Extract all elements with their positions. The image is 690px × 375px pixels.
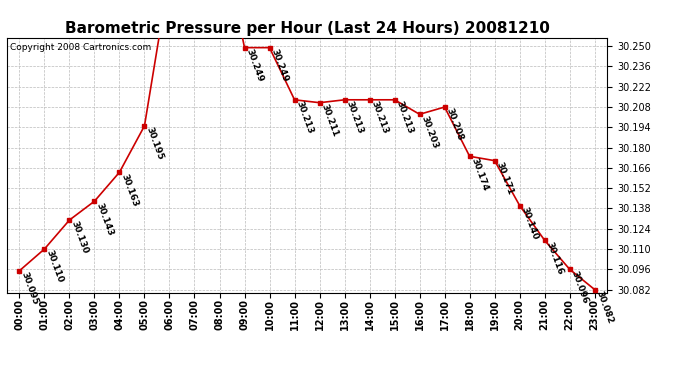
Text: 30.130: 30.130 (70, 220, 90, 255)
Text: 30.213: 30.213 (395, 100, 415, 135)
Text: 30.110: 30.110 (44, 249, 65, 284)
Text: 30.213: 30.213 (295, 100, 315, 135)
Text: 30.249: 30.249 (270, 48, 290, 83)
Text: 30.174: 30.174 (470, 156, 490, 192)
Text: 30.163: 30.163 (119, 172, 139, 208)
Text: 30.333: 30.333 (0, 374, 1, 375)
Text: 30.315: 30.315 (0, 374, 1, 375)
Text: 30.300: 30.300 (0, 374, 1, 375)
Text: 30.249: 30.249 (244, 48, 265, 83)
Text: 30.213: 30.213 (370, 100, 390, 135)
Text: 30.116: 30.116 (544, 240, 565, 276)
Text: 30.096: 30.096 (570, 269, 590, 305)
Text: 30.213: 30.213 (344, 100, 365, 135)
Text: 30.095: 30.095 (19, 271, 39, 306)
Text: 30.143: 30.143 (95, 201, 115, 237)
Text: 30.140: 30.140 (520, 206, 540, 241)
Text: 30.195: 30.195 (144, 126, 165, 162)
Text: 30.208: 30.208 (444, 107, 465, 142)
Text: Copyright 2008 Cartronics.com: Copyright 2008 Cartronics.com (10, 43, 151, 52)
Text: 30.171: 30.171 (495, 160, 515, 196)
Text: 30.211: 30.211 (319, 103, 339, 138)
Title: Barometric Pressure per Hour (Last 24 Hours) 20081210: Barometric Pressure per Hour (Last 24 Ho… (65, 21, 549, 36)
Text: 30.203: 30.203 (420, 114, 440, 150)
Text: 30.082: 30.082 (595, 290, 615, 325)
